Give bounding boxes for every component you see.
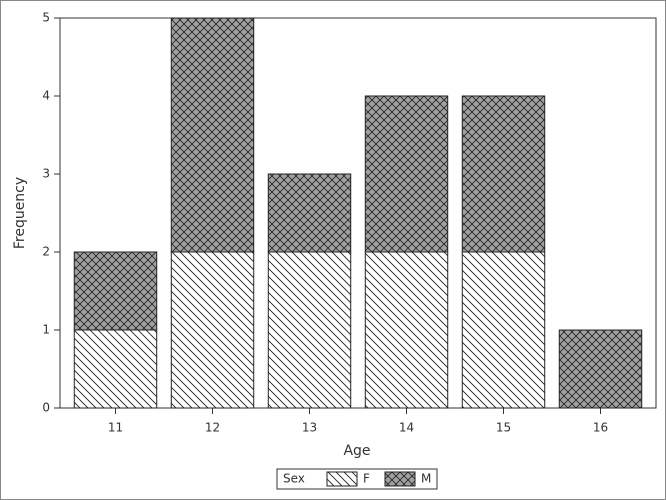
legend-label: M — [421, 472, 431, 486]
bar-segment — [558, 329, 643, 409]
x-axis-title: Age — [343, 443, 370, 459]
y-tick-label: 3 — [42, 167, 50, 181]
bar-segment — [461, 95, 546, 253]
bar-segment — [267, 173, 352, 253]
y-axis-title: Frequency — [12, 177, 28, 249]
x-tick-label: 15 — [496, 421, 511, 435]
bar-segment — [170, 17, 255, 253]
bar-segment — [267, 251, 352, 409]
x-tick-label: 11 — [108, 421, 123, 435]
y-tick-label: 0 — [42, 401, 50, 415]
bar-segment — [73, 329, 158, 409]
bar-segment — [73, 251, 158, 331]
x-tick-label: 12 — [205, 421, 220, 435]
y-tick-label: 5 — [42, 11, 50, 25]
legend-label: F — [363, 472, 370, 486]
x-tick-label: 16 — [593, 421, 608, 435]
y-tick-label: 4 — [42, 89, 50, 103]
bar-segment — [170, 251, 255, 409]
legend-swatch — [326, 471, 358, 487]
legend-title: Sex — [283, 472, 305, 486]
bar-segment — [364, 251, 449, 409]
legend-swatch — [384, 471, 416, 487]
y-tick-label: 1 — [42, 323, 50, 337]
bar-segment — [364, 95, 449, 253]
bar-segment — [461, 251, 546, 409]
x-tick-label: 13 — [302, 421, 317, 435]
plot-area — [59, 17, 657, 409]
x-tick-label: 14 — [399, 421, 414, 435]
y-tick-label: 2 — [42, 245, 50, 259]
